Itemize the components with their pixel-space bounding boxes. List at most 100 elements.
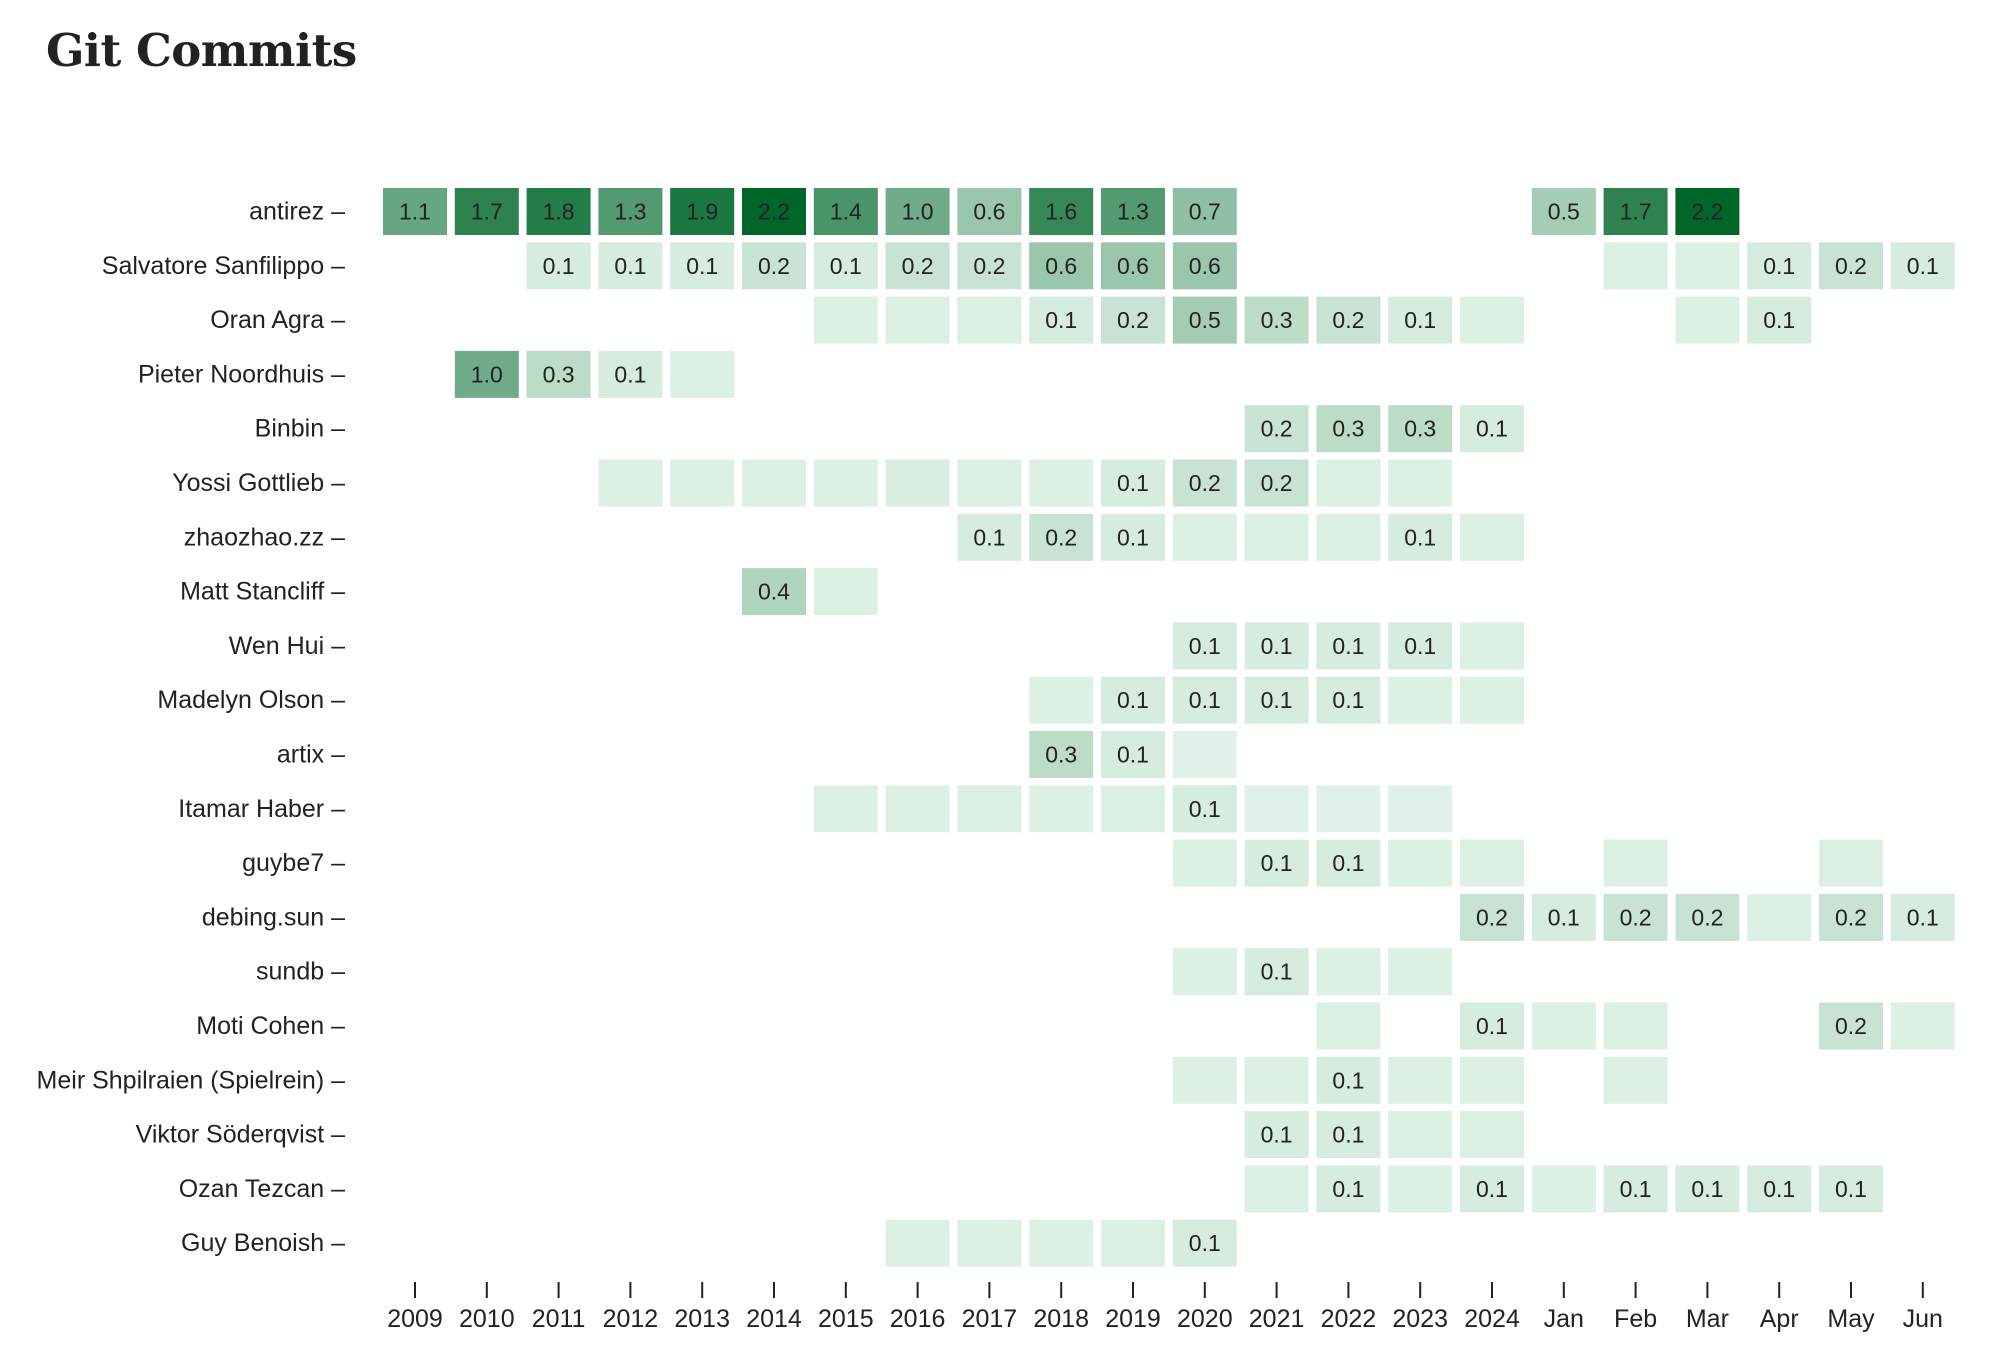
heatmap-cell — [813, 459, 878, 507]
cell-value-label: 0.1 — [1261, 1122, 1293, 1148]
heatmap-cell — [885, 1219, 950, 1267]
cell-value-label: 0.1 — [1332, 633, 1364, 659]
heatmap-cell — [1101, 731, 1165, 778]
heatmap-cell — [1172, 188, 1237, 235]
cell-value-label: 0.1 — [1907, 253, 1939, 279]
heatmap-cell — [1890, 1002, 1955, 1050]
row-label: debing.sun – — [202, 903, 345, 931]
row-label: Matt Stancliff – — [180, 578, 345, 606]
heatmap-cell — [1819, 1165, 1883, 1213]
cell-value-label: 0.2 — [1189, 470, 1221, 496]
cell-value-label: 0.1 — [1691, 1176, 1723, 1202]
heatmap-cell — [1603, 242, 1668, 290]
x-tick-label: 2021 — [1249, 1305, 1305, 1333]
row-label: Yossi Gottlieb – — [172, 469, 345, 497]
heatmap-cell — [1101, 459, 1165, 507]
cell-value-label: 1.1 — [399, 199, 431, 225]
heatmap-cell — [1819, 1002, 1883, 1050]
cell-value-label: 0.1 — [830, 253, 862, 279]
heatmap-cell — [1172, 676, 1237, 724]
cell-value-label: 0.1 — [1404, 633, 1436, 659]
heatmap-cell — [1316, 513, 1381, 561]
heatmap-cell — [1603, 893, 1668, 941]
heatmap-cell — [885, 188, 950, 235]
heatmap-cell — [885, 459, 950, 507]
heatmap-cell — [813, 296, 878, 344]
cell-value-label: 0.5 — [1548, 199, 1580, 225]
heatmap-cell — [1603, 1056, 1668, 1104]
cell-value-label: 0.1 — [1763, 1176, 1795, 1202]
cell-value-label: 0.2 — [1835, 253, 1867, 279]
heatmap-cell — [1603, 1165, 1668, 1213]
x-tick-label: May — [1827, 1305, 1875, 1333]
heatmap-cell — [1172, 948, 1237, 996]
cell-value-label: 0.6 — [1189, 253, 1221, 279]
heatmap-cell — [1460, 1002, 1524, 1050]
heatmap-cell — [813, 785, 878, 833]
row-label: artix – — [277, 741, 345, 769]
heatmap-cell — [1675, 1165, 1740, 1213]
x-tick-label: Apr — [1760, 1305, 1799, 1333]
heatmap-cell — [1460, 405, 1524, 453]
heatmap-cell — [1819, 242, 1883, 290]
heatmap-cell — [957, 296, 1022, 344]
heatmap-cell — [1460, 839, 1524, 887]
cell-value-label: 0.1 — [1476, 1176, 1508, 1202]
cell-value-label: 2.2 — [1691, 199, 1723, 225]
row-label: Viktor Söderqvist – — [136, 1121, 345, 1149]
heatmap-cell — [1388, 459, 1453, 507]
heatmap-cell — [1388, 1111, 1453, 1159]
cell-value-label: 1.7 — [1620, 199, 1652, 225]
heatmap-cell — [1531, 188, 1596, 235]
cell-value-label: 0.1 — [614, 253, 646, 279]
heatmap-cell — [1101, 785, 1165, 833]
cell-value-label: 1.9 — [686, 199, 718, 225]
x-tick-label: 2016 — [890, 1305, 946, 1333]
heatmap-cell — [742, 568, 806, 616]
row-label: Oran Agra – — [210, 306, 345, 334]
x-tick-label: 2015 — [818, 1305, 874, 1333]
heatmap-cell — [1316, 1165, 1381, 1213]
cell-value-label: 0.1 — [1404, 307, 1436, 333]
cell-value-label: 0.1 — [1189, 1230, 1221, 1256]
heatmap-cell — [1747, 893, 1812, 941]
cell-value-label: 0.1 — [1332, 850, 1364, 876]
cell-value-label: 1.6 — [1045, 199, 1077, 225]
heatmap-cell — [1316, 622, 1381, 670]
heatmap-cell — [1029, 731, 1094, 778]
heatmap-cell — [1388, 296, 1453, 344]
x-tick-label: 2020 — [1177, 1305, 1233, 1333]
heatmap-cell — [742, 459, 806, 507]
cell-value-label: 0.1 — [1261, 850, 1293, 876]
cell-value-label: 0.2 — [1835, 904, 1867, 930]
heatmap-cell — [1029, 513, 1094, 561]
heatmap-cell — [1172, 513, 1237, 561]
x-tick-label: Jun — [1903, 1305, 1943, 1333]
heatmap-cell — [1244, 1165, 1309, 1213]
heatmap-cell — [957, 785, 1022, 833]
heatmap-cell — [1747, 242, 1812, 290]
cell-value-label: 1.4 — [830, 199, 862, 225]
heatmap-cell — [1029, 242, 1094, 290]
heatmap-cell — [1819, 839, 1883, 887]
x-tick-label: 2009 — [387, 1305, 443, 1333]
cell-value-label: 0.4 — [758, 579, 790, 605]
heatmap-cell — [1316, 296, 1381, 344]
cell-value-label: 0.2 — [1045, 524, 1077, 550]
heatmap-cell — [957, 459, 1022, 507]
cell-value-label: 1.0 — [471, 361, 503, 387]
heatmap-cell — [1388, 1165, 1453, 1213]
cell-value-label: 0.2 — [1261, 416, 1293, 442]
heatmap-cell — [1890, 893, 1955, 941]
cell-value-label: 0.3 — [543, 361, 575, 387]
heatmap-cell — [1244, 405, 1309, 453]
heatmap-cell — [885, 785, 950, 833]
heatmap-cell — [1244, 296, 1309, 344]
heatmap-cell — [1460, 296, 1524, 344]
heatmap-cell — [1316, 459, 1381, 507]
cell-value-label: 0.1 — [543, 253, 575, 279]
row-label: Binbin – — [255, 415, 345, 443]
row-label: Wen Hui – — [229, 632, 345, 660]
heatmap-cell — [598, 459, 663, 507]
